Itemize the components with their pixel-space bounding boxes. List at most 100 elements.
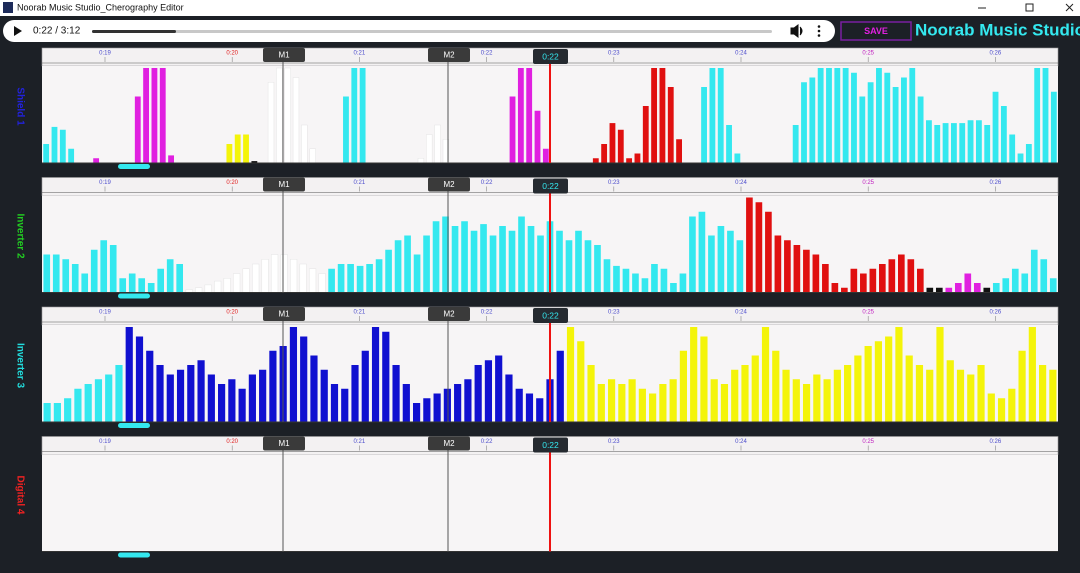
level-bar — [299, 263, 307, 293]
level-bar — [874, 341, 882, 422]
level-bar — [812, 254, 820, 293]
playhead-box[interactable] — [533, 49, 568, 64]
level-bar — [607, 379, 616, 422]
level-bar — [907, 259, 915, 293]
level-bar — [461, 221, 468, 293]
level-bar — [975, 120, 982, 163]
level-bar — [413, 254, 421, 293]
ruler-tick-label: 0:26 — [990, 439, 1002, 445]
level-bar — [159, 68, 166, 163]
level-bar — [720, 384, 729, 422]
level-bar — [341, 388, 349, 422]
marker-box[interactable] — [263, 177, 305, 192]
marker-box[interactable] — [263, 48, 305, 62]
level-bar — [895, 327, 903, 422]
level-bar — [945, 287, 953, 293]
level-bar — [318, 273, 326, 293]
level-bar — [310, 355, 318, 422]
level-bar — [474, 365, 482, 422]
scroll-handle[interactable] — [118, 164, 150, 169]
level-bar — [93, 158, 100, 163]
level-bar — [869, 268, 877, 293]
menu-button[interactable] — [817, 25, 821, 37]
level-bar — [197, 360, 205, 422]
marker-box[interactable] — [263, 307, 305, 321]
level-bar — [679, 273, 687, 293]
level-bar — [934, 125, 941, 163]
ruler-tick-label: 0:21 — [354, 51, 366, 57]
level-bar — [146, 350, 154, 422]
level-bar — [888, 259, 896, 293]
track: Inverter 3 0:19 0:20 0:21 0:22 0:23 0:24 0:25 0:… — [14, 306, 1059, 428]
level-bar — [659, 384, 667, 422]
ruler-tick-label: 0:25 — [862, 310, 874, 316]
progress-track[interactable] — [92, 30, 772, 33]
volume-button[interactable] — [790, 24, 803, 38]
marker-label: M1 — [278, 180, 290, 189]
scroll-handle[interactable] — [118, 552, 150, 558]
marker-box[interactable] — [263, 436, 305, 451]
level-bar — [53, 403, 61, 422]
level-bar — [432, 221, 440, 293]
level-bar — [942, 123, 949, 163]
level-bar — [517, 68, 524, 163]
close-button[interactable] — [1065, 3, 1074, 12]
level-bar — [772, 350, 780, 422]
level-bar — [755, 202, 763, 293]
level-bar — [434, 124, 441, 164]
level-bar — [556, 230, 563, 293]
level-bar — [68, 148, 75, 163]
maximize-button[interactable] — [1025, 3, 1034, 12]
marker-box[interactable] — [428, 436, 470, 451]
ruler-tick-label: 0:26 — [990, 310, 1002, 316]
level-bar — [81, 273, 89, 293]
marker-label: M2 — [443, 51, 455, 60]
marker-label: M1 — [278, 51, 290, 60]
level-bar — [505, 374, 513, 422]
ruler-tick-label: 0:24 — [735, 310, 747, 316]
play-button[interactable] — [14, 26, 22, 36]
playhead-label: 0:22 — [542, 51, 559, 61]
level-bar — [109, 245, 117, 293]
ruler-tick-label: 0:21 — [354, 180, 366, 186]
scroll-handle[interactable] — [118, 423, 150, 428]
level-bar — [267, 82, 275, 164]
level-bar — [801, 82, 807, 163]
level-bar — [642, 106, 649, 163]
level-bar — [667, 87, 674, 163]
level-bar — [1021, 273, 1029, 293]
level-bar — [901, 77, 907, 163]
level-bar — [727, 230, 734, 293]
player-time: 0:22 / 3:12 — [33, 26, 81, 37]
level-bar — [90, 249, 98, 293]
marker-box[interactable] — [428, 307, 470, 321]
level-bar — [946, 360, 954, 422]
level-bar — [885, 336, 893, 422]
level-bar — [261, 259, 269, 293]
ruler-tick-label: 0:22 — [481, 51, 493, 57]
level-bar — [964, 273, 972, 293]
level-bar — [984, 125, 991, 163]
level-bar — [151, 68, 158, 163]
level-bar — [950, 123, 957, 163]
ruler-tick-label: 0:26 — [990, 51, 1002, 57]
level-bar — [187, 365, 195, 422]
ruler-tick-label: 0:25 — [862, 439, 874, 445]
level-bar — [909, 68, 916, 163]
save-button[interactable] — [840, 21, 912, 41]
level-bar — [433, 393, 441, 422]
marker-box[interactable] — [428, 177, 470, 192]
level-bar — [734, 153, 741, 163]
playhead-box[interactable] — [533, 308, 568, 323]
marker-box[interactable] — [428, 48, 470, 62]
scroll-handle[interactable] — [118, 293, 150, 299]
level-bar — [782, 369, 790, 422]
ruler-tick-label: 0:19 — [99, 51, 111, 57]
level-bar — [597, 384, 605, 422]
playhead-box[interactable] — [533, 437, 568, 453]
level-bar — [983, 287, 991, 293]
level-bar — [935, 287, 943, 293]
playhead-box[interactable] — [533, 178, 568, 194]
level-bar — [489, 235, 497, 293]
level-bar — [577, 341, 585, 422]
